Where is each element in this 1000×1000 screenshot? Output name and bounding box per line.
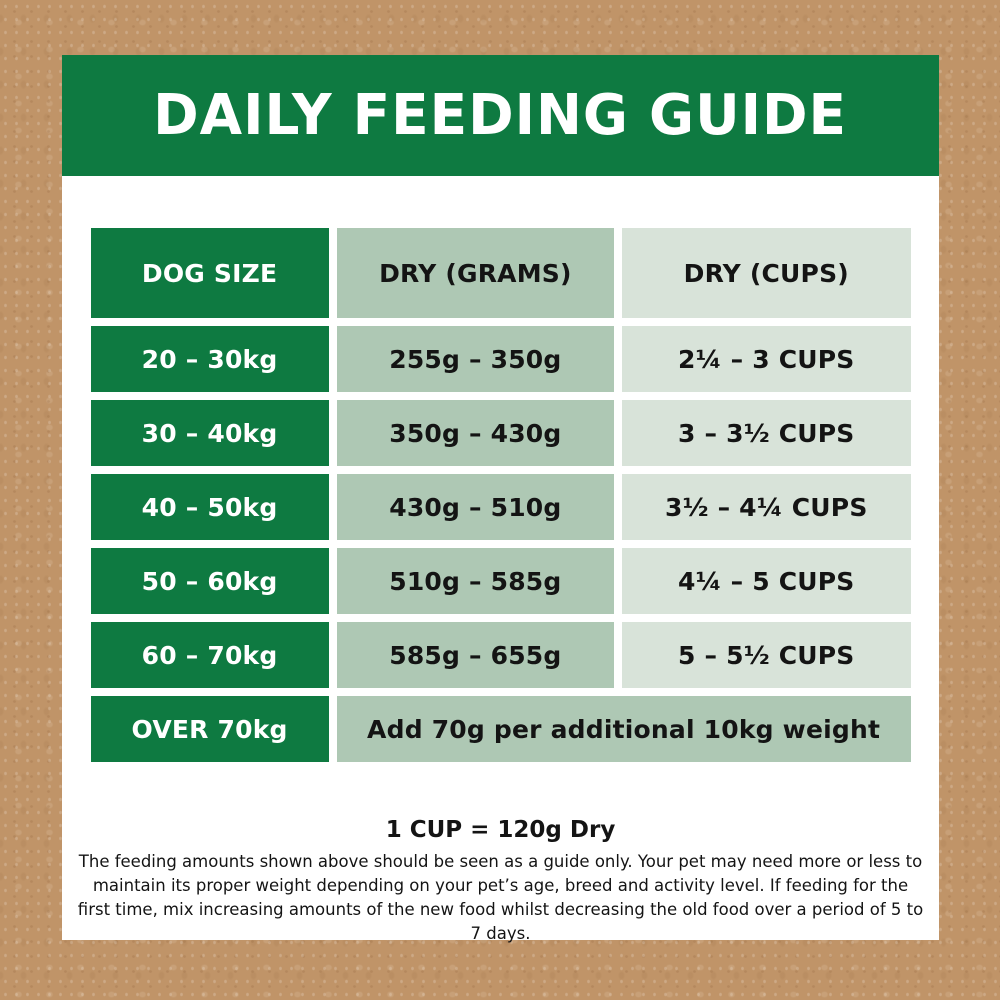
feeding-guide-panel: DAILY FEEDING GUIDE DOG SIZE DRY (GRAMS)… <box>62 55 939 943</box>
dry-grams-cell: 350g – 430g <box>336 400 615 466</box>
cup-equivalence-note: 1 CUP = 120g Dry <box>385 817 616 843</box>
dog-size-cell: 40 – 50kg <box>90 474 329 540</box>
header-cell-dry-cups: DRY (CUPS) <box>622 228 911 318</box>
dry-grams-cell: 430g – 510g <box>336 474 615 540</box>
dry-grams-cell: 585g – 655g <box>336 622 615 688</box>
page-title: DAILY FEEDING GUIDE <box>153 83 848 148</box>
dry-cups-cell: 2¼ – 3 CUPS <box>622 326 911 392</box>
dry-grams-cell: 510g – 585g <box>336 548 615 614</box>
dog-size-cell: 20 – 30kg <box>90 326 329 392</box>
over-70kg-note-cell: Add 70g per additional 10kg weight <box>336 696 911 762</box>
header-cell-dry-grams: DRY (GRAMS) <box>336 228 615 318</box>
dry-grams-cell: 255g – 350g <box>336 326 615 392</box>
dry-cups-cell: 3½ – 4¼ CUPS <box>622 474 911 540</box>
dog-size-cell: 30 – 40kg <box>90 400 329 466</box>
dog-size-cell: OVER 70kg <box>90 696 329 762</box>
dry-cups-cell: 4¼ – 5 CUPS <box>622 548 911 614</box>
dry-cups-cell: 3 – 3½ CUPS <box>622 400 911 466</box>
dry-cups-cell: 5 – 5½ CUPS <box>622 622 911 688</box>
feeding-table: DOG SIZE DRY (GRAMS) DRY (CUPS) 20 – 30k… <box>90 228 911 762</box>
header-cell-dog-size: DOG SIZE <box>90 228 329 318</box>
dog-size-cell: 50 – 60kg <box>90 548 329 614</box>
title-banner: DAILY FEEDING GUIDE <box>62 55 939 176</box>
dog-size-cell: 60 – 70kg <box>90 622 329 688</box>
disclaimer-text: The feeding amounts shown above should b… <box>77 852 924 943</box>
